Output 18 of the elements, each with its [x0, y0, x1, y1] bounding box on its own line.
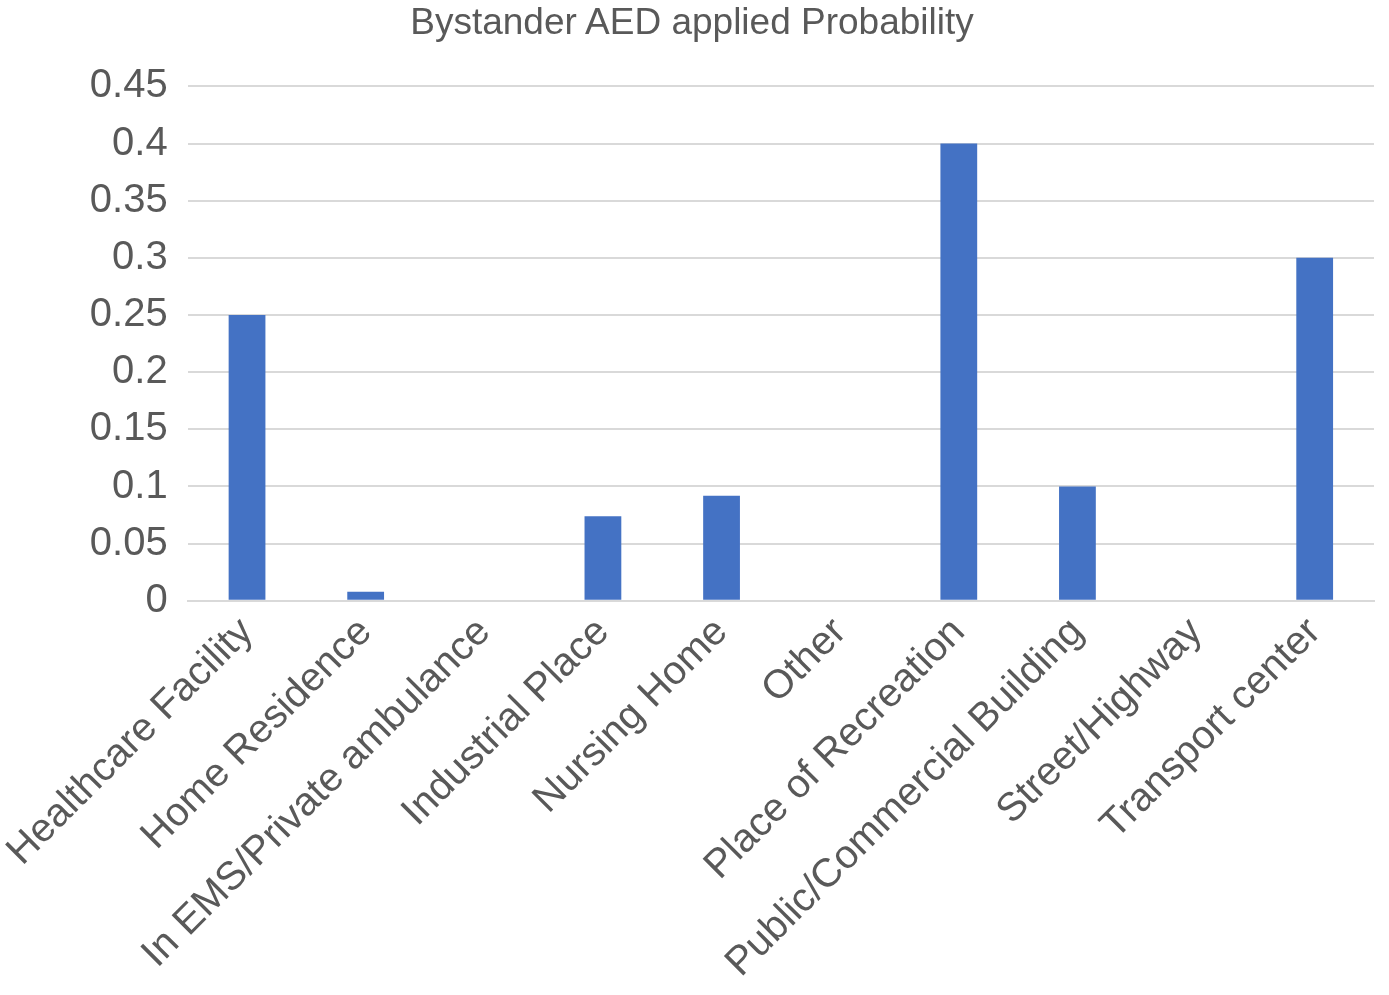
- bar: [940, 143, 978, 600]
- y-tick-label: 0.45: [89, 61, 168, 106]
- y-tick-label: 0.2: [112, 347, 168, 392]
- bar: [703, 495, 740, 600]
- y-tick-label: 0: [145, 575, 168, 620]
- y-tick-label: 0.4: [112, 118, 168, 163]
- y-tick-label: 0.25: [89, 290, 168, 335]
- bar: [584, 516, 622, 600]
- bar: [347, 591, 385, 600]
- bar: [228, 315, 266, 600]
- bar: [1059, 486, 1096, 600]
- y-tick-label: 0.3: [112, 232, 168, 277]
- bar: [1296, 257, 1334, 600]
- chart-title: Bystander AED applied Probability: [410, 1, 975, 43]
- y-tick-label: 0.35: [89, 175, 168, 220]
- y-tick-label: 0.05: [89, 518, 168, 563]
- y-tick-label: 0.15: [89, 404, 168, 449]
- y-tick-label: 0.1: [112, 461, 168, 506]
